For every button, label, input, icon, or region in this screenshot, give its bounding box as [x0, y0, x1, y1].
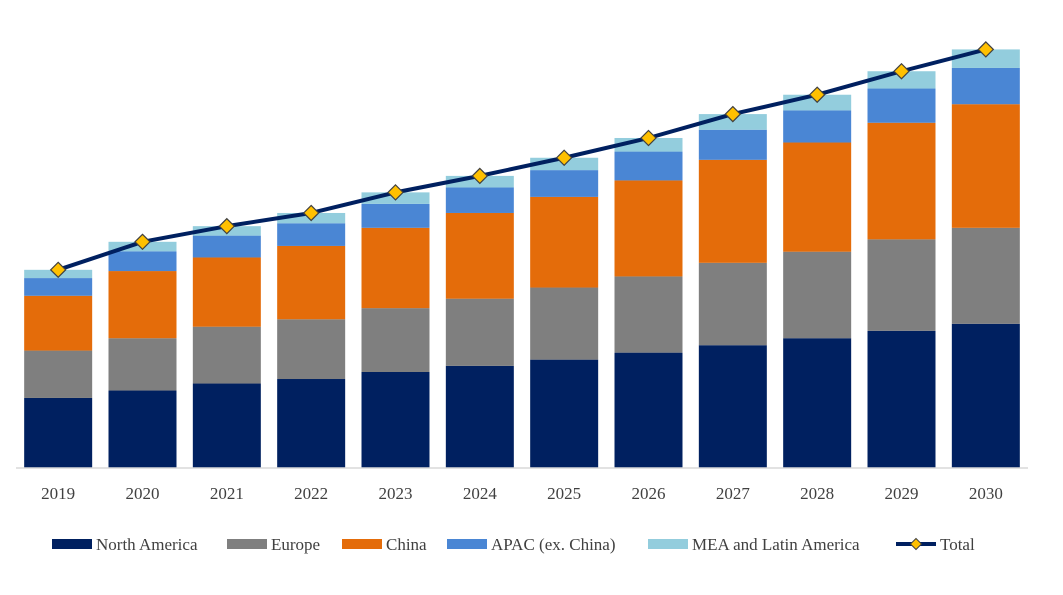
- legend: North America Europe China APAC (ex. China)…: [52, 535, 975, 554]
- bar-china-2019: [24, 295, 93, 351]
- bar-china-2020: [108, 271, 177, 339]
- legend-swatch-europe: [227, 539, 267, 549]
- total-marker-2023: [387, 184, 404, 201]
- legend-label-china: China: [386, 535, 427, 554]
- bar-north-america-2028: [783, 338, 852, 468]
- total-marker-2022: [302, 204, 320, 222]
- bar-china-2023: [361, 227, 430, 309]
- bar-europe-2019: [24, 350, 93, 398]
- bar-europe-2023: [361, 308, 430, 372]
- total-line: [57, 47, 987, 272]
- legend-swatch-mea-and-latin-america: [648, 539, 688, 549]
- bar-north-america-2024: [445, 365, 514, 468]
- bar-north-america-2029: [867, 330, 936, 468]
- bar-apac-ex-china-2020: [108, 251, 177, 272]
- legend-swatch-apac-ex-china: [447, 539, 487, 549]
- bar-europe-2020: [108, 338, 177, 391]
- bar-china-2022: [277, 245, 346, 320]
- bar-north-america-2030: [951, 323, 1020, 468]
- x-tick-label-2025: 2025: [547, 484, 581, 503]
- bar-north-america-2019: [24, 397, 93, 468]
- x-tick-label-2019: 2019: [41, 484, 75, 503]
- bar-europe-2024: [445, 298, 514, 366]
- bar-apac-ex-china-2025: [530, 170, 599, 197]
- total-marker-2027: [724, 105, 742, 123]
- bar-china-2021: [192, 257, 261, 327]
- total-marker-2020: [134, 233, 151, 251]
- bar-north-america-2027: [698, 345, 767, 468]
- bar-north-america-2026: [614, 352, 683, 468]
- bar-europe-2025: [530, 287, 599, 360]
- total-marker-2026: [640, 129, 657, 147]
- bar-apac-ex-china-2023: [361, 203, 430, 228]
- bar-europe-2028: [783, 251, 852, 339]
- bar-china-2024: [445, 212, 514, 299]
- legend-label-north-america: North America: [96, 535, 198, 554]
- legend-label-europe: Europe: [271, 535, 320, 554]
- bar-north-america-2022: [277, 379, 346, 468]
- legend-swatch-north-america: [52, 539, 92, 549]
- bar-china-2030: [951, 104, 1020, 228]
- legend-label-total: Total: [940, 535, 975, 554]
- bar-apac-ex-china-2024: [445, 187, 514, 213]
- bar-china-2029: [867, 122, 936, 240]
- total-marker-2021: [218, 217, 236, 235]
- bar-apac-ex-china-2028: [783, 110, 852, 143]
- bar-north-america-2020: [108, 390, 177, 468]
- bar-europe-2029: [867, 239, 936, 331]
- bar-europe-2026: [614, 276, 683, 353]
- legend-swatch-marker-total: [909, 537, 923, 551]
- total-marker-2028: [808, 86, 826, 104]
- x-tick-label-2030: 2030: [969, 484, 1003, 503]
- x-tick-label-2022: 2022: [294, 484, 328, 503]
- bar-china-2025: [530, 196, 599, 288]
- bar-europe-2022: [277, 319, 346, 380]
- x-tick-label-2024: 2024: [463, 484, 498, 503]
- x-tick-label-2028: 2028: [800, 484, 834, 503]
- bars-layer: [24, 49, 1020, 468]
- bar-europe-2021: [192, 326, 261, 384]
- bar-europe-2027: [698, 262, 767, 346]
- total-marker-2029: [893, 62, 910, 80]
- legend-swatch-china: [342, 539, 382, 549]
- x-tick-label-2026: 2026: [632, 484, 666, 503]
- bar-apac-ex-china-2029: [867, 88, 936, 123]
- total-line-layer: [49, 41, 995, 279]
- bar-apac-ex-china-2030: [951, 67, 1020, 105]
- bar-apac-ex-china-2027: [698, 129, 767, 160]
- bar-china-2027: [698, 159, 767, 263]
- x-tick-label-2029: 2029: [885, 484, 919, 503]
- bar-apac-ex-china-2022: [277, 223, 346, 246]
- total-marker-2030: [977, 41, 995, 58]
- total-marker-2025: [555, 149, 573, 167]
- x-tick-label-2021: 2021: [210, 484, 244, 503]
- bar-north-america-2021: [192, 383, 261, 468]
- total-marker-2019: [49, 261, 67, 279]
- bar-europe-2030: [951, 227, 1020, 324]
- bar-apac-ex-china-2019: [24, 278, 93, 296]
- x-tick-label-2027: 2027: [716, 484, 751, 503]
- bar-apac-ex-china-2021: [192, 235, 261, 258]
- bar-apac-ex-china-2026: [614, 151, 683, 181]
- legend-label-mea-and-latin-america: MEA and Latin America: [692, 535, 860, 554]
- legend-label-apac-ex-china: APAC (ex. China): [491, 535, 616, 554]
- total-marker-2024: [471, 167, 489, 185]
- bar-north-america-2025: [530, 359, 599, 468]
- x-tick-label-2020: 2020: [126, 484, 160, 503]
- bar-china-2026: [614, 180, 683, 277]
- x-tick-label-2023: 2023: [379, 484, 413, 503]
- bar-china-2028: [783, 142, 852, 252]
- x-tick-labels: 2019 2020 2021 2022 2023 2024 2025 2026 2027 2028…: [41, 484, 1003, 503]
- bar-north-america-2023: [361, 372, 430, 468]
